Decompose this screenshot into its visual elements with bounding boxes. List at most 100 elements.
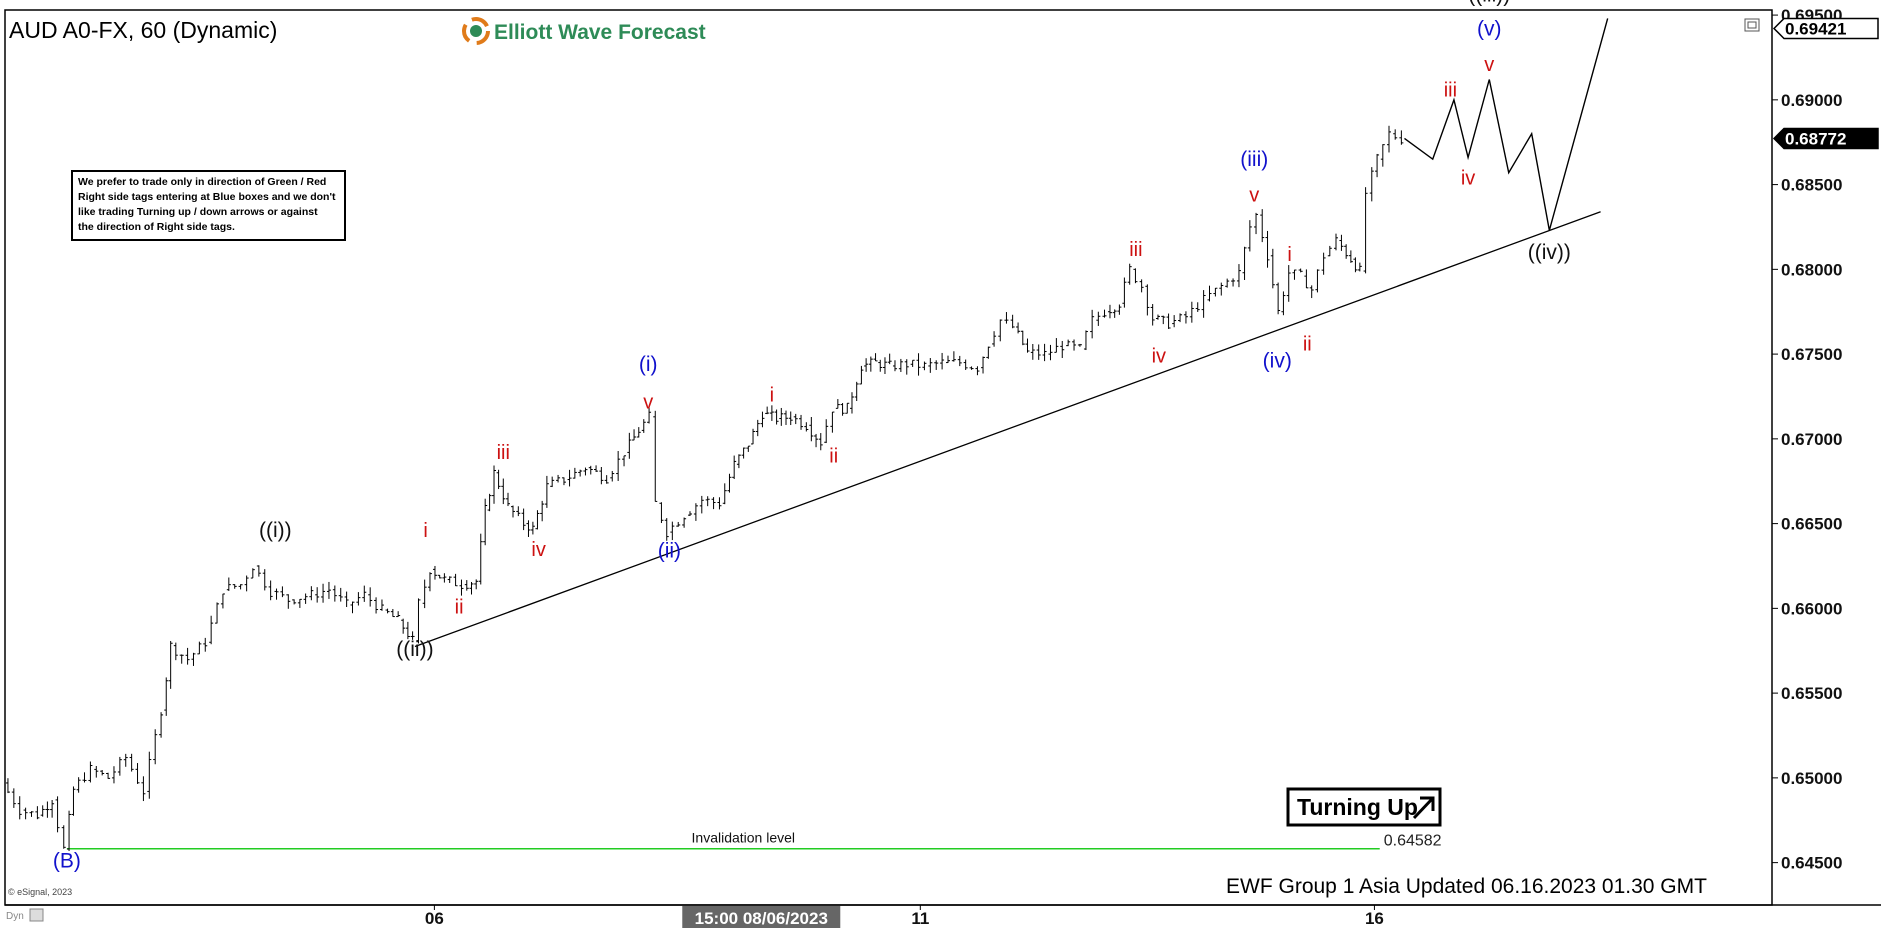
price-bar <box>898 358 903 372</box>
price-bar <box>309 586 314 601</box>
esignal-copyright: © eSignal, 2023 <box>8 887 72 897</box>
price-bar <box>1292 269 1297 280</box>
price-bar <box>830 411 835 433</box>
dyn-label: Dyn <box>6 911 24 922</box>
price-bar <box>779 407 784 426</box>
price-bar <box>173 642 178 661</box>
price-bar <box>1090 309 1095 339</box>
price-bar <box>1254 212 1259 235</box>
y-tick-label: 0.69000 <box>1781 91 1842 110</box>
price-bar <box>191 652 196 666</box>
price-bar <box>769 405 774 421</box>
price-bar <box>168 640 173 689</box>
y-tick-label: 0.67000 <box>1781 430 1842 449</box>
dyn-toggle[interactable]: Dyn <box>6 908 44 922</box>
price-bar <box>963 359 968 370</box>
y-tick-label: 0.66500 <box>1781 515 1842 534</box>
y-tick-label: 0.66000 <box>1781 599 1842 618</box>
wave-label: ((i)) <box>259 519 292 542</box>
price-bar <box>705 496 710 507</box>
price-bar <box>1276 282 1281 315</box>
price-bar <box>1363 187 1368 274</box>
price-bar <box>824 419 829 444</box>
price-bar <box>975 366 980 376</box>
price-bar <box>1112 309 1117 318</box>
price-bar <box>432 565 437 580</box>
price-bar <box>632 429 637 441</box>
price-bar <box>129 753 134 772</box>
price-bar <box>550 476 555 488</box>
price-bar <box>67 810 72 852</box>
price-bar <box>474 579 479 590</box>
price-bar <box>561 477 566 486</box>
price-bar <box>682 517 687 528</box>
wave-label: iii <box>1444 79 1457 101</box>
price-bar <box>922 361 927 371</box>
price-bar <box>256 565 261 577</box>
price-bar <box>220 593 225 609</box>
price-bar <box>1048 344 1053 361</box>
arrow-up-right-icon <box>1412 796 1435 820</box>
price-bar <box>992 331 997 347</box>
price-bar <box>232 584 237 589</box>
price-bar <box>1183 311 1188 324</box>
price-bar <box>1265 230 1270 268</box>
price-bar <box>676 521 681 527</box>
price-bar <box>1219 282 1224 296</box>
price-bar <box>556 474 561 483</box>
price-bar <box>1339 234 1344 251</box>
price-bar <box>1102 309 1107 318</box>
price-bar <box>835 399 840 409</box>
x-tick-label: 16 <box>1365 909 1384 928</box>
price-bar <box>1020 330 1025 346</box>
price-bar <box>699 495 704 514</box>
price-bar <box>693 503 698 521</box>
projected-path <box>1404 18 1609 231</box>
price-bar <box>5 778 10 794</box>
price-bar <box>1375 153 1380 178</box>
price-bar <box>774 409 779 425</box>
wave-label: ((ii)) <box>396 638 433 661</box>
wave-label: iii <box>1129 239 1142 261</box>
price-bar <box>1077 343 1082 347</box>
price-bar <box>760 411 765 428</box>
price-bar <box>1117 304 1122 315</box>
brand-logo: Elliott Wave Forecast <box>462 17 706 45</box>
price-bar <box>1066 339 1071 347</box>
invalidation-value: 0.64582 <box>1384 833 1442 850</box>
price-bar <box>732 455 737 480</box>
price-bar <box>297 598 302 608</box>
price-bar <box>401 618 406 634</box>
price-bar <box>530 521 535 535</box>
price-bar <box>1155 314 1160 320</box>
wave-label: iv <box>531 539 545 561</box>
price-bar <box>1054 338 1059 353</box>
price-bar <box>215 602 220 624</box>
window-restore-icon[interactable] <box>1744 18 1760 32</box>
price-bar <box>11 788 16 808</box>
price-bar <box>1298 268 1303 273</box>
price-bar <box>40 805 45 817</box>
x-tick-label: 11 <box>911 909 929 928</box>
trading-note-line-2: Right side tags entering at Blue boxes a… <box>78 191 336 203</box>
wave-label: i <box>770 385 774 407</box>
price-tag-label: 0.69421 <box>1785 19 1846 38</box>
wave-label: (i) <box>639 353 658 376</box>
price-bar <box>94 765 99 778</box>
price-bar <box>1286 265 1291 302</box>
price-bar <box>117 756 122 776</box>
price-bar <box>1260 209 1265 243</box>
price-bar <box>111 766 116 784</box>
price-bar <box>1327 245 1332 257</box>
turning-up-badge: Turning Up <box>1286 787 1442 827</box>
price-bar <box>464 580 469 591</box>
x-crosshair-box <box>682 906 841 928</box>
price-bar <box>179 654 184 664</box>
price-bar <box>535 510 540 530</box>
price-bar <box>1161 315 1166 325</box>
brand-logo-icon-inner <box>470 25 482 37</box>
price-bar <box>123 753 128 767</box>
price-bar <box>711 497 716 510</box>
